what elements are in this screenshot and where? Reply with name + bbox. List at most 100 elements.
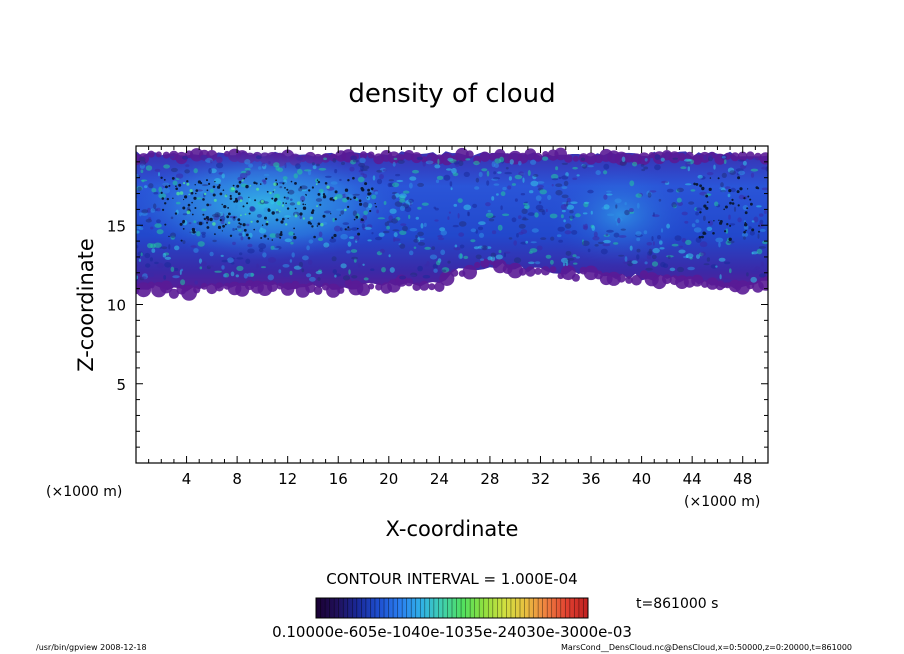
- speckle: [652, 247, 660, 254]
- speckle: [263, 173, 270, 177]
- core-highlight: [239, 199, 243, 202]
- speckle: [138, 258, 142, 262]
- speckle: [315, 270, 323, 275]
- speckle: [350, 155, 357, 161]
- x-tick-label: 12: [278, 470, 297, 488]
- cloud-fringe: [214, 282, 224, 292]
- speckle: [387, 182, 392, 188]
- speckle: [498, 249, 502, 254]
- speckle: [457, 213, 460, 219]
- contour-dot: [212, 193, 216, 197]
- speckle: [563, 219, 566, 223]
- speckle: [750, 172, 755, 178]
- colorbar-labels: 0.10000e-605e-1040e-1035e-24030e-3000e-0…: [272, 623, 632, 641]
- contour-dot: [235, 190, 238, 194]
- contour-dot: [731, 202, 735, 205]
- speckle: [470, 228, 477, 233]
- speckle: [534, 212, 539, 218]
- speckle: [366, 196, 371, 201]
- contour-dot: [353, 218, 356, 221]
- x-tick-label: 36: [581, 470, 600, 488]
- speckle: [244, 167, 251, 171]
- cloud-fringe: [359, 151, 368, 159]
- speckle: [313, 225, 318, 229]
- speckle: [267, 274, 274, 281]
- speckle: [495, 254, 503, 260]
- speckle: [518, 160, 522, 166]
- speckle: [153, 242, 162, 248]
- speckle: [643, 166, 649, 170]
- contour-dot: [224, 223, 227, 226]
- speckle: [378, 232, 385, 237]
- speckle: [236, 265, 244, 271]
- cloud-fringe: [737, 151, 748, 162]
- speckle: [693, 227, 702, 233]
- speckle: [375, 236, 382, 241]
- contour-dot: [283, 196, 286, 199]
- speckle: [349, 166, 355, 172]
- contour-dot: [221, 230, 223, 232]
- speckle: [409, 250, 414, 256]
- cloud-fringe: [326, 283, 341, 298]
- speckle: [494, 158, 502, 164]
- speckle: [556, 234, 562, 238]
- speckle: [342, 275, 351, 281]
- speckle: [317, 237, 324, 242]
- contour-dot: [236, 184, 240, 188]
- speckle: [538, 201, 542, 204]
- speckle: [699, 191, 708, 196]
- contour-dot: [728, 237, 732, 241]
- speckle: [518, 215, 522, 220]
- core-highlight: [249, 184, 252, 187]
- speckle: [518, 223, 526, 229]
- core-highlight: [273, 189, 276, 191]
- contour-dot: [695, 183, 699, 186]
- speckle: [434, 164, 441, 169]
- speckle: [700, 251, 706, 257]
- speckle: [232, 228, 235, 231]
- speckle: [500, 205, 503, 210]
- speckle: [606, 213, 615, 217]
- speckle: [706, 172, 714, 176]
- contour-dot: [367, 197, 369, 199]
- speckle: [667, 255, 671, 259]
- contour-dot: [248, 212, 251, 215]
- contour-dot: [253, 181, 256, 185]
- speckle: [723, 261, 731, 265]
- speckle: [341, 197, 348, 203]
- speckle: [636, 237, 641, 242]
- cloud-fringe: [606, 271, 621, 286]
- x-tick-label: 48: [733, 470, 752, 488]
- speckle: [324, 190, 328, 195]
- core-highlight: [276, 209, 278, 211]
- speckle: [619, 160, 627, 167]
- speckle: [145, 165, 153, 171]
- speckle: [184, 169, 190, 174]
- cloud-fringe: [474, 261, 481, 269]
- speckle: [247, 248, 255, 254]
- cloud-fringe: [746, 151, 755, 160]
- contour-dot: [359, 202, 363, 206]
- speckle: [459, 253, 463, 259]
- speckle: [502, 213, 510, 217]
- contour-dot: [248, 196, 250, 198]
- contour-dot: [360, 218, 364, 221]
- speckle: [179, 269, 182, 276]
- contour-dot: [238, 222, 241, 225]
- speckle: [175, 173, 184, 179]
- speckle: [413, 238, 419, 243]
- speckle: [422, 274, 431, 279]
- contour-dot: [286, 207, 290, 210]
- speckle: [331, 256, 337, 262]
- speckle: [715, 237, 724, 243]
- speckle: [613, 242, 619, 245]
- speckle: [408, 214, 411, 219]
- contour-dot: [329, 197, 333, 201]
- contour-dot: [302, 200, 304, 202]
- contour-dot: [245, 184, 249, 189]
- speckle: [172, 180, 178, 186]
- speckle: [153, 192, 159, 195]
- speckle: [223, 273, 227, 278]
- speckle: [362, 215, 368, 221]
- speckle: [555, 183, 563, 187]
